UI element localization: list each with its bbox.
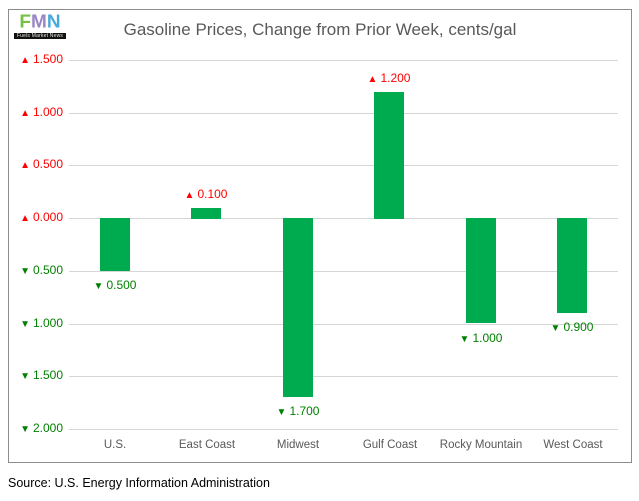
x-axis-category-label: West Coast (543, 439, 603, 451)
value-text: 0.500 (106, 278, 137, 292)
up-triangle-icon: ▲ (20, 160, 30, 171)
gridline (69, 218, 618, 219)
x-axis-category-label: Gulf Coast (362, 439, 418, 451)
data-label: ▼ 0.500 (80, 278, 150, 292)
gridline (69, 60, 618, 61)
y-tick-label: ▲ 0.500 (13, 157, 63, 171)
bar (374, 92, 404, 219)
value-text: 1.700 (289, 404, 320, 418)
up-triangle-icon: ▲ (20, 213, 30, 224)
y-tick-label: ▼ 0.500 (13, 263, 63, 277)
value-text: 0.500 (32, 157, 63, 171)
bar (191, 208, 221, 219)
down-triangle-icon: ▼ (550, 323, 561, 334)
x-axis-category-label: Rocky Mountain (439, 439, 523, 451)
logo-letter: N (46, 12, 61, 33)
down-triangle-icon: ▼ (20, 371, 30, 382)
value-text: 1.000 (32, 316, 63, 330)
down-triangle-icon: ▼ (20, 319, 30, 330)
y-tick-label: ▲ 1.000 (13, 105, 63, 119)
data-label: ▲ 0.100 (171, 187, 241, 201)
y-tick-label: ▲ 0.000 (13, 210, 63, 224)
gridline (69, 376, 618, 377)
value-text: 0.100 (197, 187, 228, 201)
down-triangle-icon: ▼ (20, 266, 30, 277)
down-triangle-icon: ▼ (276, 407, 287, 418)
down-triangle-icon: ▼ (93, 281, 104, 292)
gridline (69, 165, 618, 166)
logo-letter: M (31, 12, 47, 33)
value-text: 0.000 (32, 210, 63, 224)
gridline (69, 113, 618, 114)
y-tick-label: ▲ 1.500 (13, 52, 63, 66)
x-axis-category-label: Midwest (276, 439, 320, 451)
gridline (69, 324, 618, 325)
chart-title: Gasoline Prices, Change from Prior Week,… (123, 20, 517, 39)
bar (557, 218, 587, 313)
value-text: 2.000 (32, 421, 63, 435)
y-tick-label: ▼ 1.000 (13, 316, 63, 330)
value-text: 1.200 (380, 71, 411, 85)
value-text: 0.900 (563, 320, 594, 334)
fmn-logo-tagline: Fuels Market News (14, 33, 66, 39)
down-triangle-icon: ▼ (20, 424, 30, 435)
x-axis-category-label: East Coast (178, 439, 236, 451)
y-tick-label: ▼ 1.500 (13, 368, 63, 382)
value-text: 1.500 (32, 368, 63, 382)
x-axis-category-label: U.S. (103, 439, 127, 451)
gridline (69, 271, 618, 272)
data-label: ▲ 1.200 (354, 71, 424, 85)
up-triangle-icon: ▲ (367, 74, 378, 85)
data-label: ▼ 1.000 (446, 331, 516, 345)
y-tick-label: ▼ 2.000 (13, 421, 63, 435)
value-text: 1.000 (472, 331, 503, 345)
value-text: 1.000 (32, 105, 63, 119)
value-text: 1.500 (32, 52, 63, 66)
bar (100, 218, 130, 271)
data-label: ▼ 1.700 (263, 404, 333, 418)
data-label: ▼ 0.900 (537, 320, 607, 334)
up-triangle-icon: ▲ (20, 108, 30, 119)
source-note: Source: U.S. Energy Information Administ… (8, 476, 270, 490)
gridline (69, 429, 618, 430)
bar (283, 218, 313, 397)
up-triangle-icon: ▲ (184, 190, 195, 201)
logo-letter: F (19, 12, 32, 33)
down-triangle-icon: ▼ (459, 334, 470, 345)
up-triangle-icon: ▲ (20, 55, 30, 66)
bar (466, 218, 496, 323)
value-text: 0.500 (32, 263, 63, 277)
